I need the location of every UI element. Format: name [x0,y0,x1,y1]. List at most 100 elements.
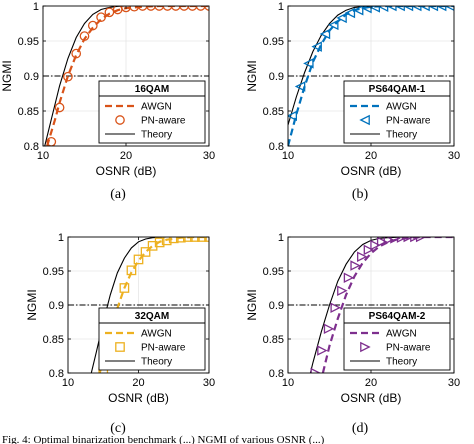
panel-caption: (b) [352,187,369,202]
chart-panels: 0.8 0.85 0.9 0.95 1 10 20 30 OSNR (dB) NGMI 16QAM A… [0,1,460,444]
data-point [410,237,421,243]
y-tick-label: 0.9 [49,300,64,312]
legend-label: PN-aware [141,116,186,127]
x-tick-label: 30 [448,150,460,162]
data-point [187,6,198,11]
data-point [96,12,106,23]
data-point [376,237,388,248]
data-point [336,12,347,24]
series-group [288,6,454,146]
y-tick-label: 0.9 [269,300,284,312]
y-axis-label: NGMI [25,289,39,320]
data-point [402,6,414,12]
y-tick-label: 0.85 [263,334,284,346]
legend-label: AWGN [141,329,172,340]
panel-caption: (d) [352,421,369,436]
y-tick-label: 1 [278,232,284,244]
data-point [394,6,405,12]
data-point [386,6,397,12]
data-point [317,345,328,356]
x-axis-label: OSNR (dB) [96,164,157,178]
data-point [170,6,181,11]
x-tick-label: 30 [203,377,215,389]
data-point [104,7,115,18]
y-tick-label: 0.95 [18,36,39,48]
data-point [175,237,186,243]
data-point [294,81,306,92]
data-point [179,6,189,11]
data-point [87,20,98,31]
data-point [310,367,322,373]
y-axis-label: NGMI [245,289,259,320]
x-tick-label: 10 [62,377,74,389]
legend-box [343,80,451,144]
legend-label: AWGN [386,329,417,340]
y-tick-label: 0.95 [43,266,64,278]
legend-title: PS64QAM-2 [369,311,426,322]
legend: PS64QAM-2 AWGN PN-aware Theory [343,307,451,371]
legend-label: AWGN [386,102,417,113]
legend-label: PN-aware [386,343,431,354]
legend-label: Theory [386,130,417,141]
data-point [427,6,439,12]
y-tick-label: 1 [58,232,64,244]
x-tick-label: 10 [282,377,294,389]
y-axis-label: NGMI [245,60,259,91]
legend-swatch-marker [360,341,371,353]
figure-footer-text: Fig. 4: Optimal binarization benchmark (… [2,434,325,444]
y-tick-label: 0.85 [18,106,39,118]
data-point [330,302,341,313]
y-tick-label: 0.95 [263,36,284,48]
chart-panel: 0.8 0.85 0.9 0.95 1 10 20 30 OSNR (dB) NGMI 16QAM A… [0,1,215,202]
legend-title: 16QAM [135,84,169,95]
series-line-awgn [288,6,454,146]
data-point [383,237,395,245]
y-axis-label: NGMI [0,60,14,91]
data-point [288,110,298,122]
data-point [54,102,65,113]
y-tick-label: 0.9 [269,71,284,83]
x-tick-label: 10 [282,150,294,162]
data-point [410,6,422,12]
x-tick-label: 20 [365,377,377,389]
x-tick-label: 20 [120,150,132,162]
x-tick-label: 30 [448,377,460,389]
x-axis-label: OSNR (dB) [108,391,169,405]
data-point [370,239,381,251]
legend-label: PN-aware [141,343,186,354]
data-point [415,237,427,243]
data-point [71,48,82,59]
x-axis-label: OSNR (dB) [341,164,402,178]
data-point [63,71,73,82]
chart-panel: 0.8 0.85 0.9 0.95 1 10 20 30 OSNR (dB) NGMI PS64QA… [245,232,460,436]
legend-swatch-marker [115,342,125,352]
data-point [162,6,173,11]
data-point [327,19,339,31]
data-point [311,41,322,52]
data-point [435,6,447,12]
data-point [343,272,355,284]
data-point [46,136,57,146]
y-tick-label: 1 [33,1,39,13]
y-tick-label: 0.8 [49,368,64,380]
data-point [444,6,454,11]
data-point [161,237,172,246]
series-line-theory [44,6,209,146]
x-tick-label: 20 [365,150,377,162]
legend: 16QAM AWGN PN-aware Theory [98,80,206,144]
data-point [168,237,179,244]
series-line-theory [288,6,454,126]
y-tick-label: 0.8 [269,368,284,380]
data-point [419,6,430,12]
legend-label: Theory [386,357,417,368]
data-point [363,244,375,256]
legend-swatch-marker [359,114,370,126]
data-point [119,283,130,293]
legend: PS64QAM-1 AWGN PN-aware Theory [343,80,451,144]
x-tick-label: 10 [37,150,49,162]
x-axis-label: OSNR (dB) [341,391,402,405]
legend-box [98,307,206,371]
y-tick-label: 0.85 [263,106,284,118]
panel-caption: (c) [110,421,126,436]
